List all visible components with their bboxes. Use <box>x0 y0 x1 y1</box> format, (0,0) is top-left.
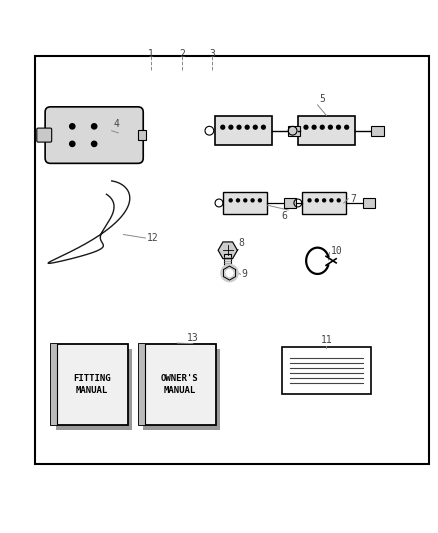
Circle shape <box>311 125 317 130</box>
Circle shape <box>52 222 60 230</box>
Bar <box>363 198 375 208</box>
Circle shape <box>113 285 121 293</box>
Text: 8: 8 <box>239 238 244 248</box>
Text: 2: 2 <box>179 50 185 59</box>
Text: 13: 13 <box>187 333 198 343</box>
Text: 5: 5 <box>319 94 325 103</box>
Circle shape <box>261 125 266 130</box>
Circle shape <box>68 197 76 205</box>
Circle shape <box>92 281 99 289</box>
Circle shape <box>336 125 341 130</box>
Circle shape <box>243 198 247 203</box>
Circle shape <box>304 125 309 130</box>
Bar <box>224 254 231 265</box>
Text: 10: 10 <box>331 246 343 256</box>
Bar <box>284 198 296 208</box>
Text: OWNER'S: OWNER'S <box>161 374 198 383</box>
Circle shape <box>135 239 143 247</box>
Polygon shape <box>218 242 237 259</box>
Bar <box>371 126 384 135</box>
Circle shape <box>236 198 240 203</box>
Circle shape <box>244 125 250 130</box>
Circle shape <box>229 198 233 203</box>
Bar <box>51 344 128 425</box>
Bar <box>56 349 132 430</box>
FancyBboxPatch shape <box>45 107 143 163</box>
Text: 7: 7 <box>350 193 356 204</box>
Circle shape <box>220 125 226 130</box>
Circle shape <box>70 270 78 278</box>
Bar <box>139 344 145 425</box>
Circle shape <box>70 141 75 147</box>
Circle shape <box>45 195 53 203</box>
Circle shape <box>237 125 242 130</box>
Circle shape <box>336 198 341 203</box>
Circle shape <box>49 281 57 289</box>
Bar <box>288 126 300 135</box>
Circle shape <box>251 198 255 203</box>
Circle shape <box>221 264 238 282</box>
Circle shape <box>314 198 319 203</box>
Text: 9: 9 <box>242 269 247 279</box>
Circle shape <box>92 124 97 129</box>
FancyBboxPatch shape <box>282 347 371 393</box>
Bar <box>138 130 146 140</box>
Circle shape <box>253 125 258 130</box>
Circle shape <box>307 198 312 203</box>
Circle shape <box>329 198 334 203</box>
FancyBboxPatch shape <box>302 192 346 214</box>
Circle shape <box>228 125 233 130</box>
Bar <box>51 344 57 425</box>
Circle shape <box>258 198 262 203</box>
Circle shape <box>328 125 333 130</box>
Text: 1: 1 <box>148 50 154 59</box>
FancyBboxPatch shape <box>37 128 52 142</box>
Circle shape <box>54 247 62 255</box>
Text: 6: 6 <box>281 211 287 221</box>
Text: FITTING: FITTING <box>73 374 111 383</box>
Text: MANUAL: MANUAL <box>76 386 108 395</box>
Text: 3: 3 <box>209 50 215 59</box>
Circle shape <box>70 124 75 129</box>
Circle shape <box>344 125 349 130</box>
FancyBboxPatch shape <box>215 117 272 145</box>
FancyBboxPatch shape <box>298 117 355 145</box>
Text: 11: 11 <box>321 335 332 345</box>
Text: 12: 12 <box>147 233 159 243</box>
Text: MANUAL: MANUAL <box>163 386 196 395</box>
Text: 4: 4 <box>113 118 119 128</box>
Circle shape <box>92 141 97 147</box>
FancyBboxPatch shape <box>223 192 267 214</box>
Bar <box>143 349 220 430</box>
Circle shape <box>322 198 326 203</box>
Circle shape <box>320 125 325 130</box>
Bar <box>139 344 215 425</box>
Circle shape <box>226 270 233 277</box>
FancyBboxPatch shape <box>35 56 429 464</box>
